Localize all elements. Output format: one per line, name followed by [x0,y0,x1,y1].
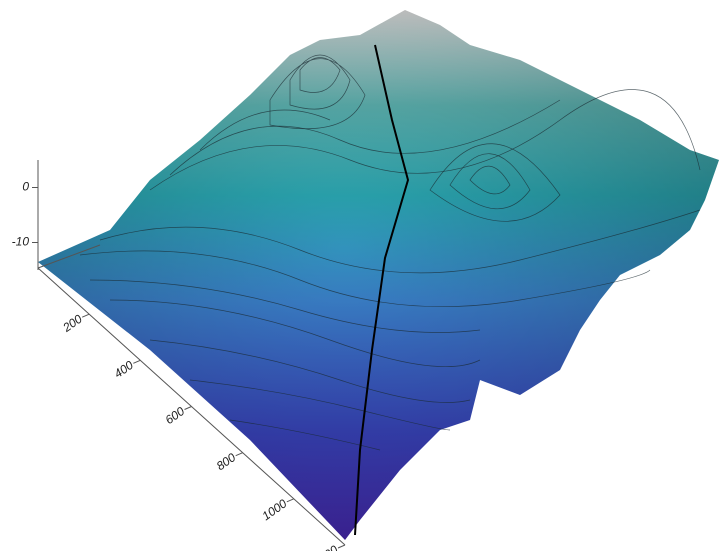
y-tick-label: 1000 [259,496,289,523]
y-tick [287,499,294,502]
y-tick [133,360,140,363]
y-tick [82,314,89,317]
surface [38,10,719,540]
chart: 0 -10 200 400 600 800 1000 1200 [0,0,719,551]
y-tick [185,407,192,410]
y-tick [236,453,243,456]
surface-shade [38,10,719,540]
z-tick-label: 0 [22,180,29,194]
y-tick-label: 800 [214,450,239,473]
y-tick-label: 400 [111,358,136,381]
y-tick-label: 600 [163,404,188,427]
z-tick-label: -10 [12,235,30,249]
y-tick-label: 200 [59,312,85,336]
y-tick [338,545,345,548]
y-tick-label: 1200 [311,542,341,551]
